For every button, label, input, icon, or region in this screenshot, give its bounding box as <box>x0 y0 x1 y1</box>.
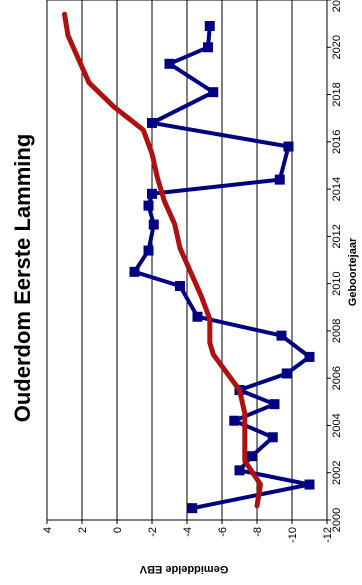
year-tick-label: 2004 <box>331 413 343 437</box>
data-point <box>203 42 213 53</box>
data-point <box>147 188 157 199</box>
value-axis-ticks: 4 2 0 -2 -4 -6 -8 -10 -12 <box>42 520 334 543</box>
data-point <box>208 87 219 98</box>
data-point <box>147 117 157 128</box>
year-tick-label: 2006 <box>331 366 343 390</box>
value-tick-label: -6 <box>217 527 229 537</box>
data-point <box>192 311 203 322</box>
year-axis-ticks: 2000 2002 2004 2006 2008 2010 2012 2014 2016 2018… <box>327 0 343 532</box>
data-point <box>246 451 257 462</box>
x-axis-title: Geboortejaar <box>347 237 359 306</box>
value-tick-label: 0 <box>112 527 124 533</box>
data-point <box>304 351 315 362</box>
year-tick-label: 2018 <box>331 82 343 106</box>
data-point <box>274 174 285 185</box>
data-point <box>229 415 240 426</box>
value-tick-label: -10 <box>287 527 299 543</box>
data-point <box>143 200 154 211</box>
y-axis-title: Gemiddelde EBV <box>139 563 228 575</box>
series-layer <box>62 11 315 514</box>
year-tick-label: 2016 <box>331 130 343 154</box>
value-tick-label: 4 <box>42 527 54 533</box>
data-point <box>204 21 215 31</box>
year-tick-label: 2012 <box>331 224 343 248</box>
data-point <box>143 245 154 256</box>
year-tick-label: 2020 <box>331 35 343 59</box>
year-tick-label: 2000 <box>331 508 343 532</box>
data-point <box>164 58 175 69</box>
chart-title: Ouderdom Eerste Lamming <box>10 134 35 423</box>
year-tick-label: 2022 <box>331 0 343 12</box>
data-point <box>269 399 280 410</box>
year-tick-label: 2002 <box>331 460 343 484</box>
data-point <box>187 503 198 514</box>
year-tick-label: 2010 <box>331 271 343 295</box>
value-tick-label: -4 <box>182 527 194 537</box>
data-point <box>283 141 294 152</box>
data-point <box>129 266 140 277</box>
data-point <box>281 368 292 379</box>
data-point <box>304 479 315 490</box>
data-point <box>276 330 287 341</box>
value-tick-label: -12 <box>322 527 334 543</box>
year-tick-label: 2014 <box>331 177 343 201</box>
data-point <box>234 465 245 476</box>
data-point <box>148 219 159 230</box>
data-point <box>267 432 278 443</box>
series-line-red <box>62 11 263 509</box>
year-tick-label: 2008 <box>331 319 343 343</box>
value-tick-label: -2 <box>147 527 159 537</box>
value-tick-label: 2 <box>77 527 89 533</box>
value-tick-label: -8 <box>252 527 264 537</box>
data-point <box>175 281 185 291</box>
